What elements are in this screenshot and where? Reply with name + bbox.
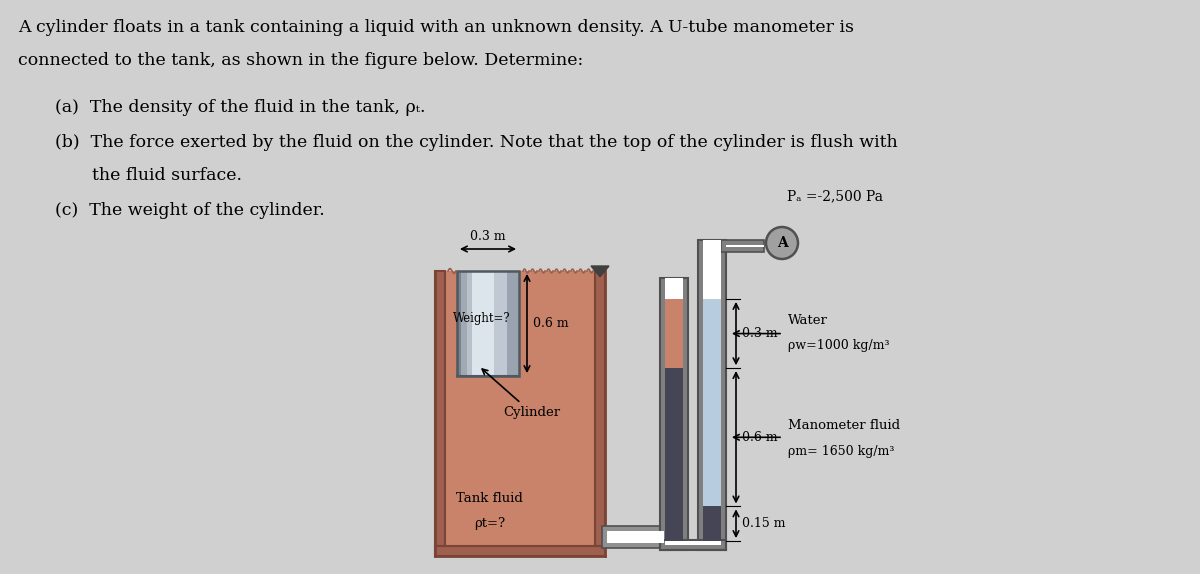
Bar (607, 531, 664, 543)
Text: Pₐ =-2,500 Pa: Pₐ =-2,500 Pa (787, 189, 883, 203)
Bar (660, 540, 726, 550)
Text: 0.3 m: 0.3 m (470, 230, 506, 243)
Bar (703, 299, 721, 506)
Bar (602, 526, 665, 548)
Bar (457, 271, 461, 376)
Bar (703, 506, 721, 541)
Text: connected to the tank, as shown in the figure below. Determine:: connected to the tank, as shown in the f… (18, 52, 583, 69)
Text: the fluid surface.: the fluid surface. (92, 167, 242, 184)
Bar (457, 271, 520, 376)
Text: A cylinder floats in a tank containing a liquid with an unknown density. A U-tub: A cylinder floats in a tank containing a… (18, 19, 854, 36)
Bar (665, 299, 683, 368)
Text: A: A (776, 236, 787, 250)
Text: Weight=?: Weight=? (452, 312, 511, 325)
Bar (506, 271, 518, 376)
Text: 0.6 m: 0.6 m (742, 430, 778, 444)
Bar (665, 541, 716, 545)
Text: Tank fluid: Tank fluid (456, 491, 523, 505)
Bar (434, 546, 605, 556)
Text: ρw=1000 kg/m³: ρw=1000 kg/m³ (788, 339, 889, 351)
Bar (457, 271, 520, 376)
Bar (665, 368, 683, 541)
Bar (703, 240, 721, 545)
Text: ρm= 1650 kg/m³: ρm= 1650 kg/m³ (788, 445, 894, 458)
Text: Cylinder: Cylinder (482, 369, 560, 419)
Text: Manometer fluid: Manometer fluid (788, 419, 900, 432)
Bar (434, 271, 605, 556)
Text: (b)  The force exerted by the fluid on the cylinder. Note that the top of the cy: (b) The force exerted by the fluid on th… (55, 134, 898, 151)
Bar (473, 271, 494, 376)
Bar (660, 278, 688, 550)
Text: 0.15 m: 0.15 m (742, 517, 786, 530)
Bar (434, 271, 445, 556)
Bar (721, 239, 764, 252)
Bar (595, 271, 605, 556)
Bar (665, 278, 683, 545)
Text: (c)  The weight of the cylinder.: (c) The weight of the cylinder. (55, 202, 325, 219)
Bar (494, 271, 506, 376)
Text: 0.3 m: 0.3 m (742, 327, 778, 340)
Bar (698, 240, 726, 550)
Text: ρt=?: ρt=? (474, 518, 505, 530)
Text: 0.6 m: 0.6 m (533, 317, 569, 330)
Circle shape (766, 227, 798, 259)
Bar (726, 245, 764, 247)
Polygon shape (592, 266, 610, 277)
Text: (a)  The density of the fluid in the tank, ρₜ.: (a) The density of the fluid in the tank… (55, 99, 426, 116)
Bar (461, 271, 467, 376)
Text: Water: Water (788, 313, 828, 327)
